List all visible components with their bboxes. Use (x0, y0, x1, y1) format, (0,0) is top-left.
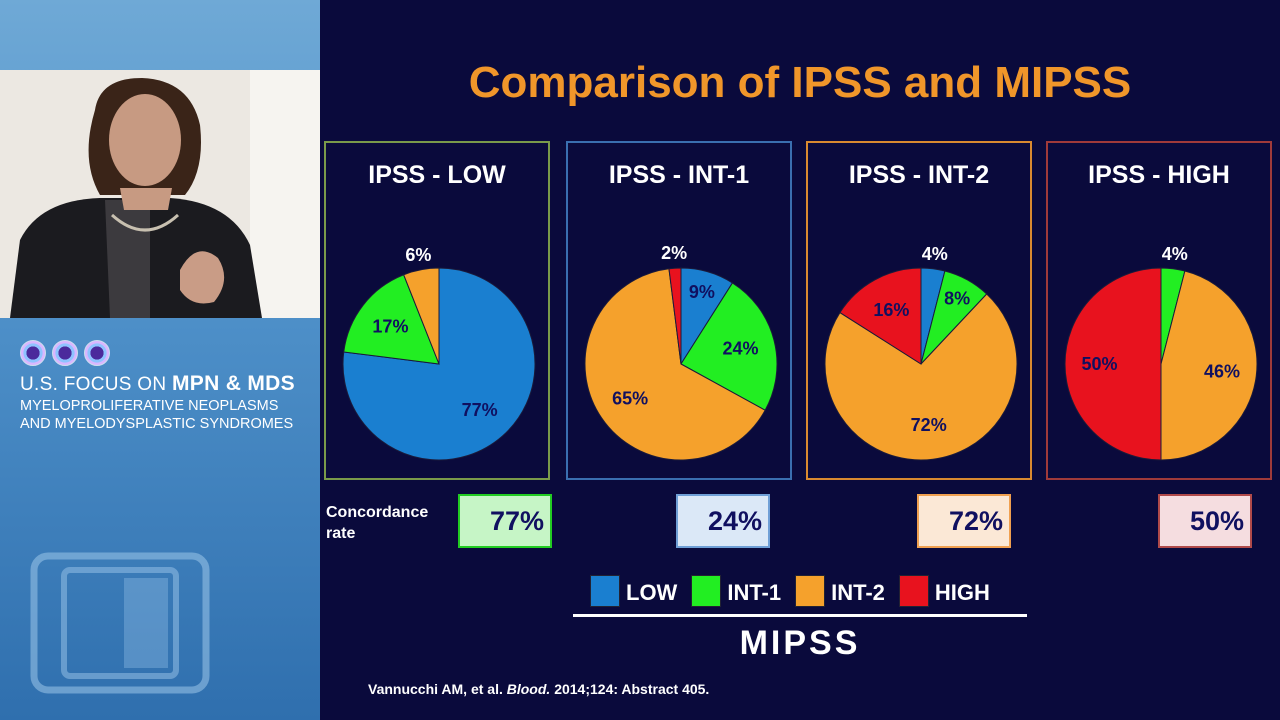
pie-panel-high: IPSS - HIGH 4% 46% 50% (1046, 141, 1272, 480)
logo-circle-3 (84, 340, 110, 366)
pie-label-int-1: 8% (944, 288, 970, 308)
pie-label-low: 4% (922, 244, 948, 264)
legend-swatch (795, 575, 826, 607)
brand-prefix: U.S. FOCUS ON (20, 374, 167, 395)
legend-swatch (691, 575, 722, 607)
concordance-box-low: 77% (458, 494, 552, 548)
legend-item-int1: INT-1 (691, 575, 781, 607)
concordance-box-high: 50% (1158, 494, 1252, 548)
legend-swatch (590, 575, 620, 607)
slide-title: Comparison of IPSS and MIPSS (468, 58, 1132, 107)
mipss-divider (573, 614, 1027, 617)
concordance-box-int2: 72% (917, 494, 1011, 548)
brand-subtitle-1: MYELOPROLIFERATIVE NEOPLASMS (20, 398, 279, 414)
legend-label: LOW (626, 580, 678, 605)
chart-legend: LOW INT-1 INT-2 HIGH (590, 575, 1004, 607)
pie-slice-high (1064, 267, 1162, 461)
book-watermark-icon (30, 552, 210, 694)
presentation-slide: Comparison of IPSS and MIPSS IPSS - LOW … (320, 0, 1280, 720)
citation-details: 2014;124: Abstract 405. (554, 681, 710, 697)
pie-label-low: 9% (689, 282, 715, 302)
pie-panel-int2: IPSS - INT-2 4% 8% 72% 16% (806, 141, 1032, 480)
legend-label: INT-1 (727, 580, 782, 605)
pie-panel-int1: IPSS - INT-1 9% 24% 65% 2% (566, 141, 792, 480)
pie-slice-high (839, 267, 922, 365)
legend-item-int2: INT-2 (795, 575, 885, 607)
pie-label-int-2: 72% (911, 415, 947, 435)
legend-swatch (898, 575, 929, 607)
panel-title: IPSS - INT-1 (608, 161, 750, 189)
pie-slice-int-2 (403, 267, 440, 365)
concordance-label: Concordance rate (326, 504, 429, 542)
pie-slice-int-1 (680, 282, 778, 411)
pie-label-low: 77% (462, 400, 498, 420)
pie-label-int-1: 4% (1162, 244, 1188, 264)
pie-chart-low: 77% 17% 6% (342, 245, 536, 461)
pie-slice-int-2 (824, 293, 1018, 461)
pie-label-high: 2% (661, 243, 687, 263)
pie-label-int-2: 46% (1204, 362, 1240, 382)
legend-label: HIGH (934, 580, 990, 605)
conference-branding: U.S. FOCUS ON MPN & MDS MYELOPROLIFERATI… (20, 340, 320, 432)
pie-label-high: 16% (873, 300, 909, 320)
speaker-video (0, 70, 320, 318)
panel-title: IPSS - LOW (368, 161, 506, 189)
brand-title: U.S. FOCUS ON MPN & MDS (20, 372, 320, 396)
citation-authors: Vannucchi AM, et al. (368, 681, 503, 697)
pie-slice-high (668, 267, 682, 365)
brand-subtitle-2: AND MYELODYSPLASTIC SYNDROMES (20, 416, 294, 432)
pie-panel-low: IPSS - LOW 77% 17% 6% (324, 141, 550, 480)
conference-logo (20, 340, 320, 366)
pie-chart-high: 4% 46% 50% (1064, 244, 1258, 461)
left-sidebar: U.S. FOCUS ON MPN & MDS MYELOPROLIFERATI… (0, 0, 320, 720)
pie-label-int-2: 65% (612, 389, 648, 409)
pie-label-int-1: 17% (372, 316, 408, 336)
panel-title: IPSS - HIGH (1088, 161, 1230, 189)
logo-circle-2 (52, 340, 78, 366)
citation: Vannucchi AM, et al. Blood. 2014;124: Ab… (368, 681, 709, 697)
pie-label-int-2: 6% (405, 245, 431, 265)
legend-label: INT-2 (831, 580, 885, 605)
legend-item-low: LOW (590, 575, 677, 607)
legend-item-high: HIGH (898, 575, 990, 607)
logo-circle-1 (20, 340, 46, 366)
pie-slice-int-1 (343, 274, 440, 365)
panel-title: IPSS - INT-2 (848, 161, 990, 189)
pie-slice-int-2 (1160, 270, 1258, 461)
mipss-label: MIPSS (739, 624, 861, 662)
brand-highlight: MPN & MDS (172, 372, 295, 395)
concordance-box-int1: 24% (676, 494, 770, 548)
pie-slice-int-2 (584, 268, 766, 461)
citation-journal: Blood. (506, 681, 551, 697)
pie-chart-int1: 9% 24% 65% 2% (584, 243, 778, 461)
speaker-silhouette (0, 70, 320, 318)
pie-label-high: 50% (1082, 354, 1118, 374)
pie-label-int-1: 24% (722, 339, 758, 359)
pie-chart-int2: 4% 8% 72% 16% (824, 244, 1018, 461)
